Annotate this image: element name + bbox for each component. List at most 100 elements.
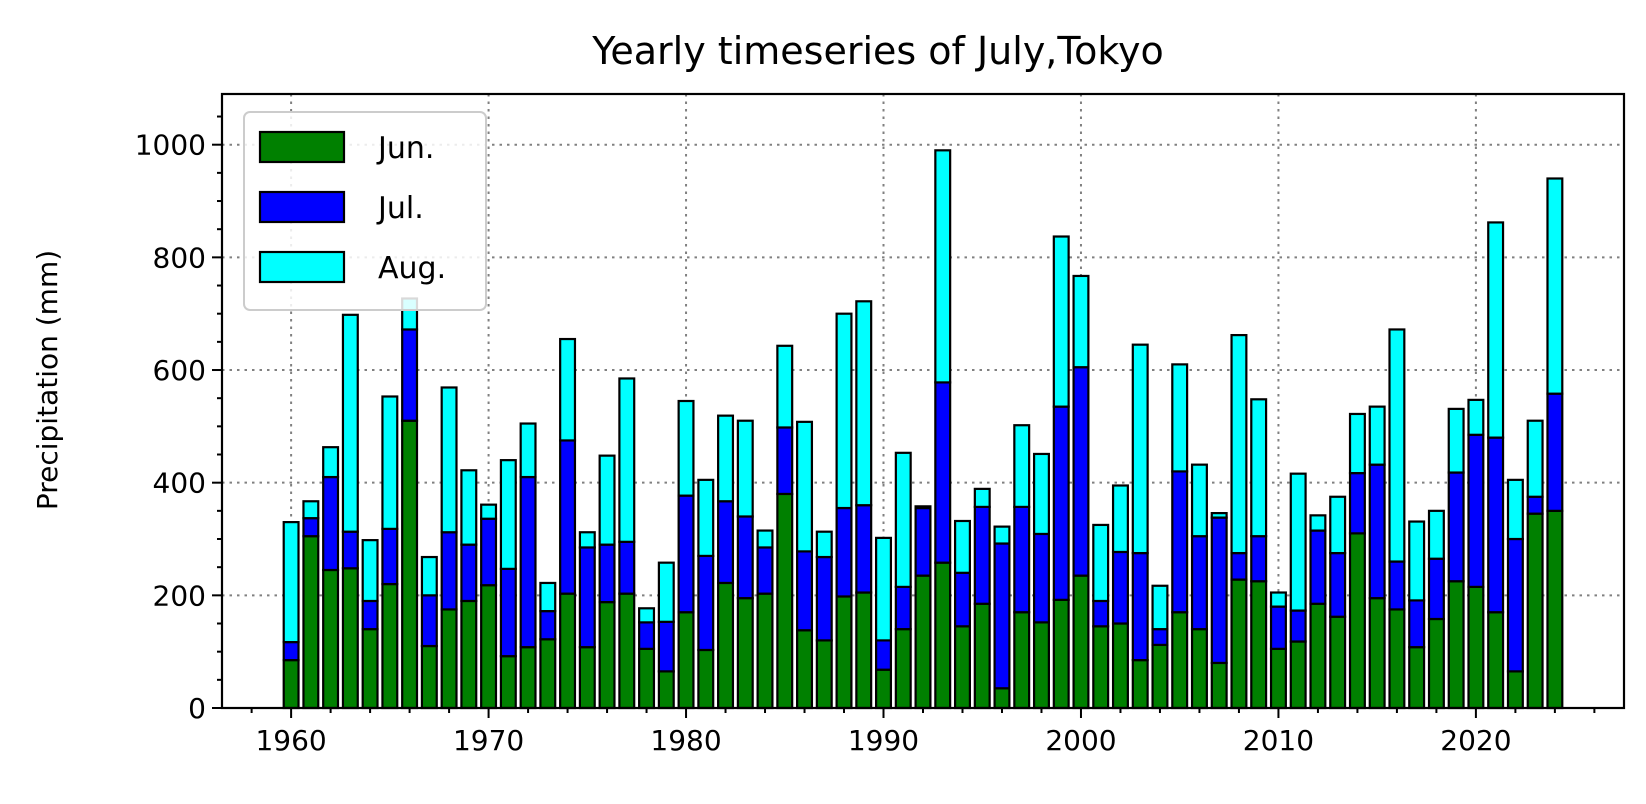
bar-aug-2016 [1388, 328, 1406, 563]
bar-aug-2006 [1190, 463, 1208, 538]
plot-frame [220, 92, 1626, 710]
bar-aug-1961 [302, 500, 320, 520]
bar-jun-2000 [1072, 574, 1090, 710]
bar-jul-1971 [499, 567, 517, 658]
bar-jun-1977 [618, 592, 636, 710]
bar-aug-2014 [1348, 412, 1366, 475]
y-tick-label: 1000 [135, 129, 206, 162]
bar-aug-2000 [1072, 274, 1090, 369]
bar-jun-2006 [1190, 628, 1208, 710]
bar-jun-1974 [559, 592, 577, 710]
bar-jul-1987 [815, 555, 833, 642]
x-tick-label: 2000 [1045, 724, 1116, 757]
bar-jul-1967 [420, 594, 438, 648]
bar-jun-1996 [993, 687, 1011, 710]
bar-jun-2017 [1408, 646, 1426, 710]
bar-jun-2021 [1487, 611, 1505, 710]
y-tick-label: 400 [153, 467, 206, 500]
bar-jul-2015 [1368, 463, 1386, 600]
bar-jun-1976 [598, 600, 616, 710]
bar-jun-1972 [519, 646, 537, 710]
bar-aug-1995 [973, 487, 991, 509]
bar-aug-2017 [1408, 520, 1426, 602]
bar-aug-1989 [855, 300, 873, 507]
bar-jun-1989 [855, 591, 873, 710]
bar-aug-2004 [1151, 584, 1169, 631]
bar-aug-1978 [638, 607, 656, 624]
bar-jul-1995 [973, 505, 991, 605]
bar-aug-1987 [815, 530, 833, 559]
bar-aug-2012 [1309, 514, 1327, 532]
bar-aug-1986 [796, 420, 814, 553]
bar-aug-1992 [914, 505, 932, 510]
bar-jun-1961 [302, 535, 320, 710]
bar-jun-1993 [934, 561, 952, 710]
bar-jul-1998 [1032, 532, 1050, 624]
bar-jun-1970 [480, 584, 498, 710]
bar-jul-2002 [1111, 550, 1129, 625]
bar-aug-1967 [420, 555, 438, 597]
y-tick-label: 800 [153, 241, 206, 274]
bar-aug-2019 [1447, 407, 1465, 474]
bar-jul-2013 [1329, 551, 1347, 618]
bar-jul-1962 [322, 475, 340, 572]
bar-jun-2014 [1348, 532, 1366, 710]
bar-jun-2019 [1447, 580, 1465, 710]
bar-jul-1974 [559, 439, 577, 595]
bar-jul-1981 [697, 554, 715, 652]
bar-jul-1980 [677, 494, 695, 614]
bar-jul-1985 [776, 426, 794, 496]
bar-aug-1964 [361, 539, 379, 603]
bar-aug-2022 [1506, 478, 1524, 541]
bar-jul-2016 [1388, 560, 1406, 611]
bar-aug-1984 [756, 529, 774, 549]
bar-aug-2013 [1329, 495, 1347, 555]
bar-jul-2018 [1427, 557, 1445, 621]
bar-jul-2023 [1526, 495, 1544, 515]
bar-jul-1991 [894, 585, 912, 631]
bar-aug-1963 [341, 313, 359, 533]
bar-jun-2009 [1250, 580, 1268, 710]
bar-jun-1995 [973, 602, 991, 710]
bar-aug-1997 [1013, 424, 1031, 509]
bar-jun-1991 [894, 628, 912, 710]
x-tick-label: 1960 [255, 724, 326, 757]
bar-jun-2024 [1546, 509, 1564, 710]
bar-jul-2003 [1131, 551, 1149, 662]
bar-aug-1971 [499, 459, 517, 570]
bar-jul-2007 [1210, 516, 1228, 665]
bar-aug-1994 [953, 519, 971, 574]
bar-aug-1974 [559, 337, 577, 442]
legend-swatch-jun [258, 130, 346, 164]
bar-aug-2011 [1289, 472, 1307, 612]
bar-jul-2005 [1171, 470, 1189, 614]
y-axis-label: Precipitation (mm) [31, 250, 64, 510]
bar-aug-1991 [894, 451, 912, 588]
bar-aug-1970 [480, 503, 498, 520]
bar-aug-2005 [1171, 363, 1189, 473]
bar-jul-1970 [480, 517, 498, 587]
bar-aug-1976 [598, 454, 616, 546]
bar-jun-2016 [1388, 608, 1406, 710]
bar-jul-2019 [1447, 471, 1465, 583]
bar-jul-1983 [736, 515, 754, 600]
bar-jul-2020 [1467, 433, 1485, 588]
bar-jun-2012 [1309, 602, 1327, 710]
bar-aug-1960 [282, 521, 300, 644]
bar-jul-1989 [855, 504, 873, 594]
bar-jul-1973 [539, 610, 557, 641]
bar-jun-1969 [460, 599, 478, 710]
bar-jul-1978 [638, 621, 656, 650]
bar-jul-1997 [1013, 505, 1031, 614]
bar-jul-1984 [756, 546, 774, 595]
bar-jun-1982 [717, 581, 735, 710]
x-tick-label: 1990 [848, 724, 919, 757]
bar-jun-2010 [1269, 647, 1287, 710]
bar-aug-2010 [1269, 591, 1287, 608]
y-tick-label: 200 [153, 579, 206, 612]
bar-jun-1973 [539, 638, 557, 710]
bar-jul-1988 [835, 506, 853, 598]
bar-jul-1963 [341, 530, 359, 570]
x-tick-label: 2010 [1243, 724, 1314, 757]
bar-jun-1980 [677, 611, 695, 710]
